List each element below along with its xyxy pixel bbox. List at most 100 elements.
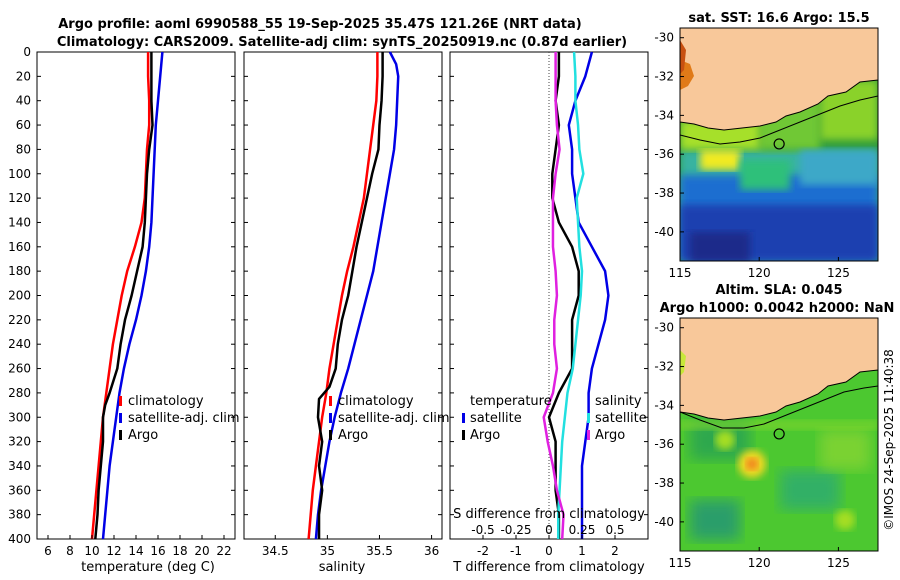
y-tick-label: 280 bbox=[8, 386, 31, 400]
x-tick-label: 8 bbox=[66, 544, 74, 558]
map-y-tick-label: -30 bbox=[654, 31, 674, 45]
x-tick-label: 1 bbox=[578, 544, 586, 558]
x-tick-label: 20 bbox=[194, 544, 209, 558]
legend-temp-satellite: satellite bbox=[470, 411, 522, 426]
legend-climatology: climatology bbox=[338, 394, 414, 409]
sst-map: sat. SST: 16.6 Argo: 15.5 -30 -32 -34 -36 -3… bbox=[654, 11, 879, 280]
series-line-satellite-adj-clim bbox=[314, 51, 400, 540]
map-x-tick-label: 115 bbox=[669, 556, 692, 570]
y-tick-label: 60 bbox=[16, 118, 31, 132]
legend-salinity: salinity bbox=[595, 394, 642, 409]
x-tick-label: 22 bbox=[216, 544, 231, 558]
x-tick-label: 10 bbox=[84, 544, 99, 558]
difference-xlabel: T difference from climatology bbox=[452, 560, 645, 575]
legend-argo: Argo bbox=[128, 428, 158, 443]
y-tick-label: 140 bbox=[8, 215, 31, 229]
legend-satellite: satellite-adj. clim bbox=[338, 411, 450, 426]
map-y-tick-label: -38 bbox=[654, 186, 674, 200]
sla-map: Altim. SLA: 0.045 Argo h1000: 0.0042 h20… bbox=[654, 283, 894, 570]
map-x-tick-label: 120 bbox=[748, 266, 771, 280]
imos-timestamp: ©IMOS 24-Sep-2025 11:40:38 bbox=[882, 349, 896, 531]
x-tick-label: 12 bbox=[106, 544, 121, 558]
sst-map-image bbox=[680, 28, 878, 261]
difference-top-xlabel: S difference from climatology bbox=[453, 507, 645, 522]
map-y-tick-label: -40 bbox=[654, 515, 674, 529]
y-tick-label: 100 bbox=[8, 167, 31, 181]
difference-panel: -2 -1 0 1 2 S difference from climatology -0… bbox=[449, 51, 649, 575]
legend-swatch-argo bbox=[329, 430, 332, 440]
x-tick-label: 18 bbox=[172, 544, 187, 558]
figure-title-line2: Climatology: CARS2009. Satellite-adj cli… bbox=[57, 35, 627, 50]
x-top-tick-label: 0.5 bbox=[605, 523, 624, 537]
figure-title-line1: Argo profile: aoml 6990588_55 19-Sep-202… bbox=[58, 17, 582, 32]
argo-location-marker bbox=[773, 428, 785, 440]
x-tick-label: -1 bbox=[510, 544, 522, 558]
y-tick-label: 160 bbox=[8, 240, 31, 254]
salinity-legend: climatology satellite-adj. clim Argo bbox=[329, 394, 450, 443]
y-tick-label: 120 bbox=[8, 191, 31, 205]
map-y-tick-label: -34 bbox=[654, 108, 674, 122]
map-x-tick-label: 125 bbox=[827, 556, 850, 570]
map-x-tick-label: 115 bbox=[669, 266, 692, 280]
y-tick-label: 80 bbox=[16, 142, 31, 156]
series-line-salinity-argo bbox=[542, 52, 565, 540]
y-tick-label: 340 bbox=[8, 459, 31, 473]
difference-legend-left: temperature satellite Argo bbox=[462, 394, 552, 443]
y-tick-label: 240 bbox=[8, 337, 31, 351]
legend-swatch-temp-satellite bbox=[462, 413, 465, 423]
series-line-climatology bbox=[90, 52, 151, 540]
x-top-tick-label: -0.25 bbox=[500, 523, 531, 537]
sla-map-image bbox=[680, 318, 878, 551]
series-line-salinity-satellite bbox=[556, 51, 585, 539]
legend-temp-argo: Argo bbox=[470, 428, 500, 443]
map-y-tick-label: -32 bbox=[654, 360, 674, 374]
x-tick-label: 36 bbox=[424, 544, 439, 558]
x-tick-label: 2 bbox=[611, 544, 619, 558]
y-tick-label: 40 bbox=[16, 94, 31, 108]
y-tick-label: 200 bbox=[8, 289, 31, 303]
sla-map-title-line2: Argo h1000: 0.0042 h2000: NaN bbox=[660, 301, 895, 316]
legend-climatology: climatology bbox=[128, 394, 204, 409]
temperature-xlabel: temperature (deg C) bbox=[81, 560, 215, 575]
legend-swatch-temp-argo bbox=[462, 430, 465, 440]
series-line-temperature-satellite bbox=[567, 51, 610, 539]
series-line-satellite-adj-clim bbox=[101, 51, 164, 540]
legend-satellite: satellite-adj. clim bbox=[128, 411, 240, 426]
legend-swatch-satellite bbox=[119, 413, 122, 423]
temperature-axes-box bbox=[36, 51, 236, 540]
map-y-tick-label: -30 bbox=[654, 321, 674, 335]
map-y-tick-label: -38 bbox=[654, 476, 674, 490]
x-tick-label: 0 bbox=[545, 544, 553, 558]
salinity-panel: 34.5 35 35.5 36 salinity climatology satell… bbox=[243, 51, 450, 575]
sla-map-title-line1: Altim. SLA: 0.045 bbox=[716, 283, 843, 298]
y-tick-label: 300 bbox=[8, 410, 31, 424]
x-tick-label: 16 bbox=[150, 544, 165, 558]
difference-legend-right: salinity satellite Argo bbox=[587, 394, 647, 443]
argo-location-marker bbox=[773, 138, 785, 150]
x-tick-label: 6 bbox=[44, 544, 52, 558]
map-y-tick-label: -32 bbox=[654, 70, 674, 84]
map-y-tick-label: -36 bbox=[654, 437, 674, 451]
y-tick-label: 0 bbox=[23, 45, 31, 59]
temperature-panel: 6 8 10 12 14 16 18 20 22 0 20 40 60 80 100 120 140 160 18… bbox=[8, 45, 240, 575]
series-line-argo bbox=[94, 52, 154, 540]
x-top-tick-label: 0 bbox=[545, 523, 553, 537]
series-line-argo bbox=[316, 52, 384, 539]
map-y-tick-label: -34 bbox=[654, 398, 674, 412]
x-tick-label: 14 bbox=[128, 544, 143, 558]
map-y-tick-label: -40 bbox=[654, 225, 674, 239]
legend-temperature: temperature bbox=[470, 394, 552, 409]
x-top-tick-label: 0.25 bbox=[569, 523, 596, 537]
legend-swatch-climatology bbox=[119, 396, 122, 406]
series-line-climatology bbox=[307, 52, 379, 540]
legend-argo: Argo bbox=[338, 428, 368, 443]
x-tick-label: 35 bbox=[320, 544, 335, 558]
x-tick-label: -2 bbox=[477, 544, 489, 558]
y-tick-label: 220 bbox=[8, 313, 31, 327]
x-top-tick-label: -0.5 bbox=[471, 523, 494, 537]
legend-swatch-sal-satellite bbox=[587, 413, 590, 423]
sst-map-title: sat. SST: 16.6 Argo: 15.5 bbox=[688, 11, 869, 26]
legend-sal-argo: Argo bbox=[595, 428, 625, 443]
y-tick-label: 380 bbox=[8, 508, 31, 522]
